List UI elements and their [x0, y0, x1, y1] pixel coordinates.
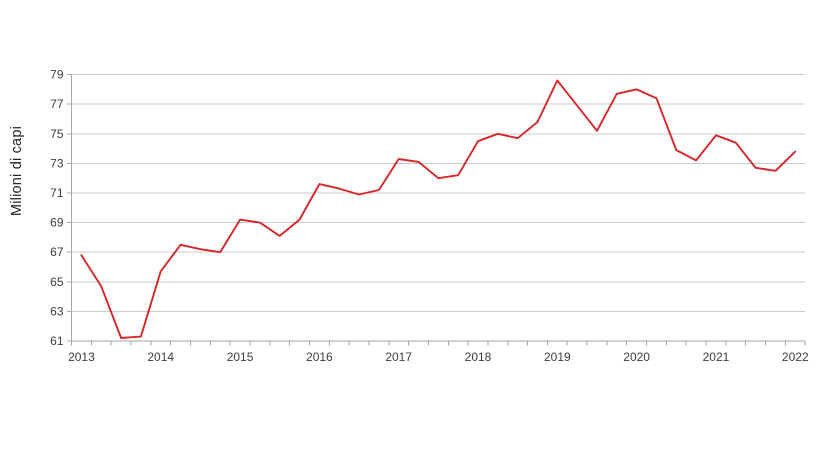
y-tick-label: 75: [50, 127, 64, 141]
x-tick-label: 2015: [227, 350, 254, 364]
y-tick-label: 67: [50, 245, 64, 259]
x-tick-label: 2016: [306, 350, 333, 364]
y-tick-label: 65: [50, 275, 64, 289]
y-tick-label: 71: [50, 186, 64, 200]
x-tick-label: 2014: [147, 350, 174, 364]
y-tick-label: 69: [50, 216, 64, 230]
x-tick-label: 2021: [703, 350, 730, 364]
y-tick-label: 63: [50, 304, 64, 318]
x-tick-label: 2022: [782, 350, 809, 364]
x-tick-label: 2019: [544, 350, 571, 364]
y-tick-label: 77: [50, 97, 64, 111]
x-tick-label: 2013: [68, 350, 95, 364]
y-tick-label: 79: [50, 68, 64, 82]
x-tick-label: 2017: [385, 350, 412, 364]
x-tick-label: 2020: [623, 350, 650, 364]
y-tick-label: 61: [50, 334, 64, 348]
x-tick-label: 2018: [465, 350, 492, 364]
y-tick-label: 73: [50, 156, 64, 170]
data-series-line: [80, 79, 797, 339]
